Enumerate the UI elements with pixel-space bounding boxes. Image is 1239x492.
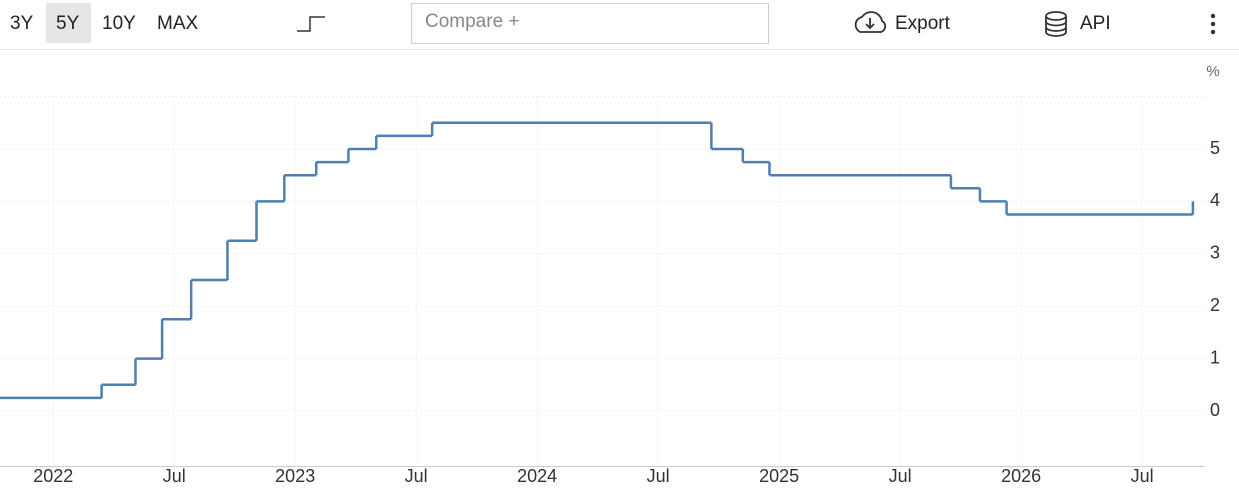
x-tick-label: 2025 — [759, 466, 799, 486]
range-button[interactable]: MAX — [157, 13, 199, 34]
unit-label: % — [1206, 63, 1219, 80]
y-tick-label: 3 — [1210, 243, 1220, 263]
step-connector — [100, 122, 1195, 398]
x-tick-label: Jul — [647, 466, 670, 486]
menu-icon[interactable] — [1210, 13, 1216, 35]
x-tick-label: 2024 — [517, 466, 557, 486]
active-range-bg — [46, 3, 91, 43]
compare-placeholder[interactable]: Compare + — [425, 11, 520, 32]
compare-box[interactable] — [411, 3, 769, 44]
x-tick-label: Jul — [1131, 466, 1154, 486]
x-tick-label: 2026 — [1001, 466, 1041, 486]
y-tick-label: 4 — [1210, 190, 1220, 210]
export-label[interactable]: Export — [895, 13, 951, 34]
x-tick-label: Jul — [405, 466, 428, 486]
range-buttons: 3Y 5Y 10Y MAX — [10, 13, 199, 34]
db-icon — [1045, 16, 1067, 37]
download-arrow — [865, 18, 875, 30]
x-tick-label: 2023 — [275, 466, 315, 486]
y-tick-label: 0 — [1210, 400, 1220, 420]
range-button[interactable]: 3Y — [10, 13, 34, 34]
y-tick-label: 2 — [1210, 295, 1220, 315]
range-button[interactable]: 10Y — [102, 13, 136, 34]
export-button[interactable]: Export — [854, 11, 951, 34]
x-tick-label: Jul — [163, 466, 186, 486]
api-label[interactable]: API — [1080, 13, 1111, 34]
api-button[interactable]: API — [1045, 11, 1111, 37]
step-icon[interactable] — [297, 16, 325, 32]
x-tick-label: Jul — [889, 466, 912, 486]
y-tick-label: 1 — [1210, 347, 1220, 367]
y-tick-label: 5 — [1210, 138, 1220, 158]
cloud-icon — [854, 11, 887, 33]
db-icon — [1045, 11, 1067, 21]
x-tick-label: 2022 — [33, 466, 73, 486]
range-button[interactable]: 5Y — [56, 13, 80, 34]
